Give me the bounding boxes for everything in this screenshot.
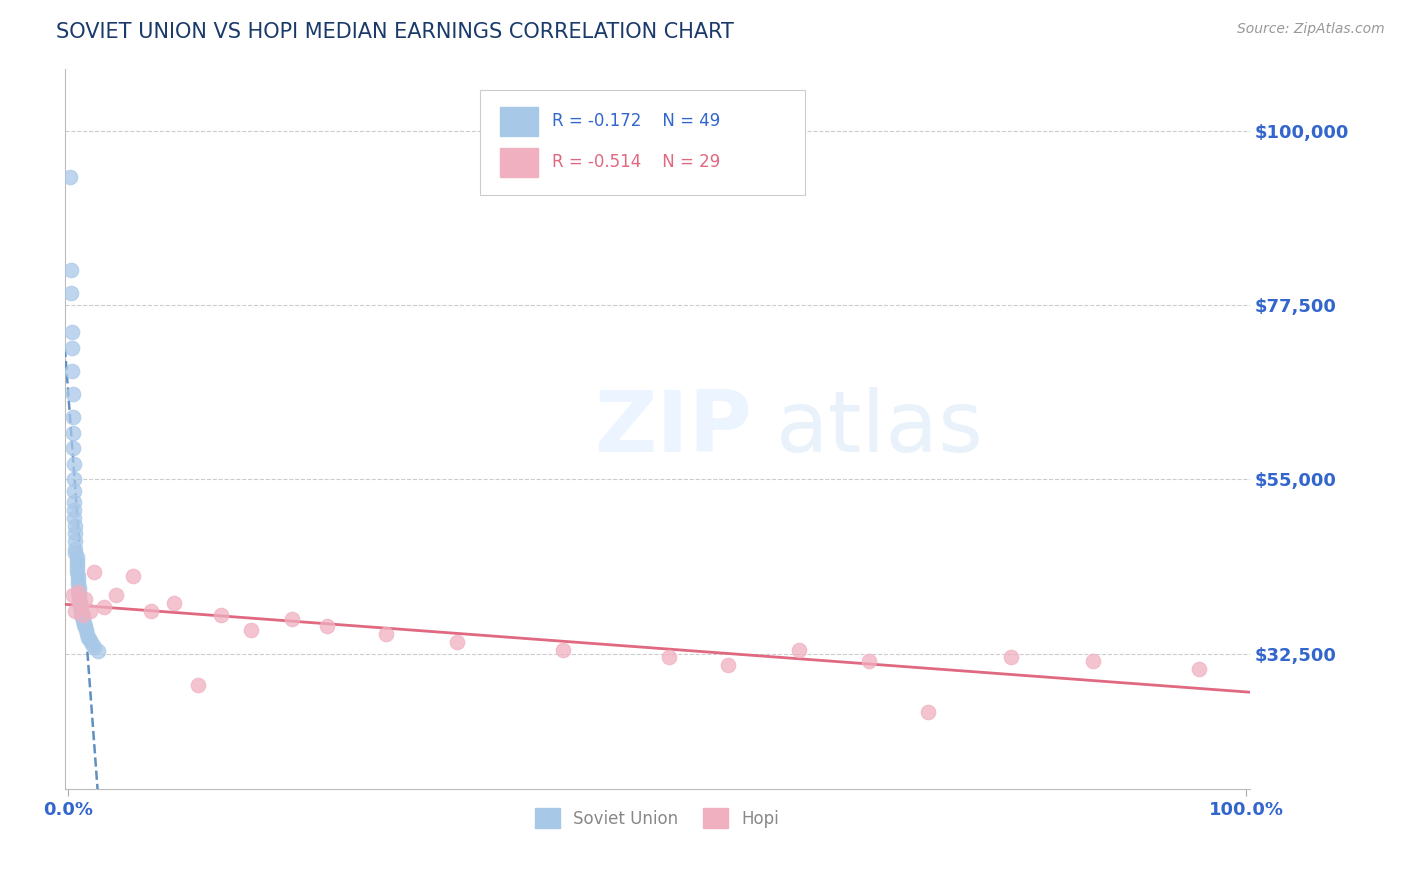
Point: [66, 566, 89, 580]
Point: [65, 541, 87, 556]
Point: [83, 640, 105, 654]
Text: Source: ZipAtlas.com: Source: ZipAtlas.com: [1237, 22, 1385, 37]
Point: [66, 549, 89, 564]
Point: [75, 624, 97, 638]
Point: [72, 613, 94, 627]
Point: [211, 607, 233, 622]
Point: [1188, 662, 1211, 676]
Bar: [499, 107, 537, 136]
Point: [83, 566, 105, 580]
Point: [73, 619, 96, 633]
Point: [73, 592, 96, 607]
Point: [281, 612, 304, 626]
Point: [66, 553, 89, 567]
Point: [73, 618, 96, 632]
Point: [187, 677, 209, 691]
Text: atlas: atlas: [776, 387, 984, 470]
Point: [67, 592, 90, 607]
Point: [66, 569, 89, 583]
Point: [63, 457, 86, 471]
Point: [316, 619, 339, 633]
Bar: [499, 148, 537, 177]
Point: [66, 577, 89, 591]
Point: [77, 631, 100, 645]
Point: [87, 644, 110, 658]
Point: [70, 607, 93, 622]
Point: [59, 263, 82, 277]
Point: [104, 589, 127, 603]
Point: [63, 503, 86, 517]
Point: [63, 472, 86, 486]
Point: [60, 325, 83, 339]
Point: [62, 589, 84, 603]
Text: ZIP: ZIP: [595, 387, 752, 470]
Point: [72, 612, 94, 626]
Point: [60, 364, 83, 378]
Point: [79, 633, 101, 648]
Point: [69, 600, 91, 615]
Point: [446, 635, 468, 649]
Point: [63, 483, 86, 498]
Legend: Soviet Union, Hopi: Soviet Union, Hopi: [529, 801, 786, 835]
Point: [66, 558, 89, 572]
Point: [76, 627, 98, 641]
Point: [65, 604, 87, 618]
Point: [858, 654, 880, 668]
Point: [551, 642, 574, 657]
Point: [63, 495, 86, 509]
Point: [69, 596, 91, 610]
Point: [787, 642, 810, 657]
Point: [67, 581, 90, 595]
Point: [1081, 654, 1104, 668]
Point: [80, 636, 103, 650]
Text: SOVIET UNION VS HOPI MEDIAN EARNINGS CORRELATION CHART: SOVIET UNION VS HOPI MEDIAN EARNINGS COR…: [56, 22, 734, 42]
Point: [717, 658, 740, 673]
Point: [65, 526, 87, 541]
Point: [62, 425, 84, 440]
Point: [139, 604, 162, 618]
Point: [73, 615, 96, 630]
Point: [59, 286, 82, 301]
Point: [66, 584, 89, 599]
Text: R = -0.172    N = 49: R = -0.172 N = 49: [551, 112, 720, 130]
Point: [65, 534, 87, 549]
Point: [65, 518, 87, 533]
Point: [62, 410, 84, 425]
Text: R = -0.514    N = 29: R = -0.514 N = 29: [551, 153, 720, 171]
Point: [65, 546, 87, 560]
Point: [122, 569, 145, 583]
Point: [1000, 650, 1022, 665]
Point: [62, 442, 84, 456]
Point: [93, 600, 115, 615]
Point: [67, 584, 90, 599]
Point: [239, 624, 262, 638]
Point: [70, 604, 93, 618]
Point: [66, 573, 89, 587]
Point: [72, 607, 94, 622]
Point: [66, 561, 89, 575]
Point: [163, 596, 186, 610]
Point: [62, 387, 84, 401]
Point: [67, 589, 90, 603]
FancyBboxPatch shape: [479, 90, 806, 194]
Point: [63, 511, 86, 525]
Point: [917, 705, 939, 719]
Point: [658, 650, 681, 665]
Point: [60, 341, 83, 355]
Point: [79, 604, 101, 618]
Point: [375, 627, 398, 641]
Point: [69, 596, 91, 610]
Point: [58, 169, 80, 184]
